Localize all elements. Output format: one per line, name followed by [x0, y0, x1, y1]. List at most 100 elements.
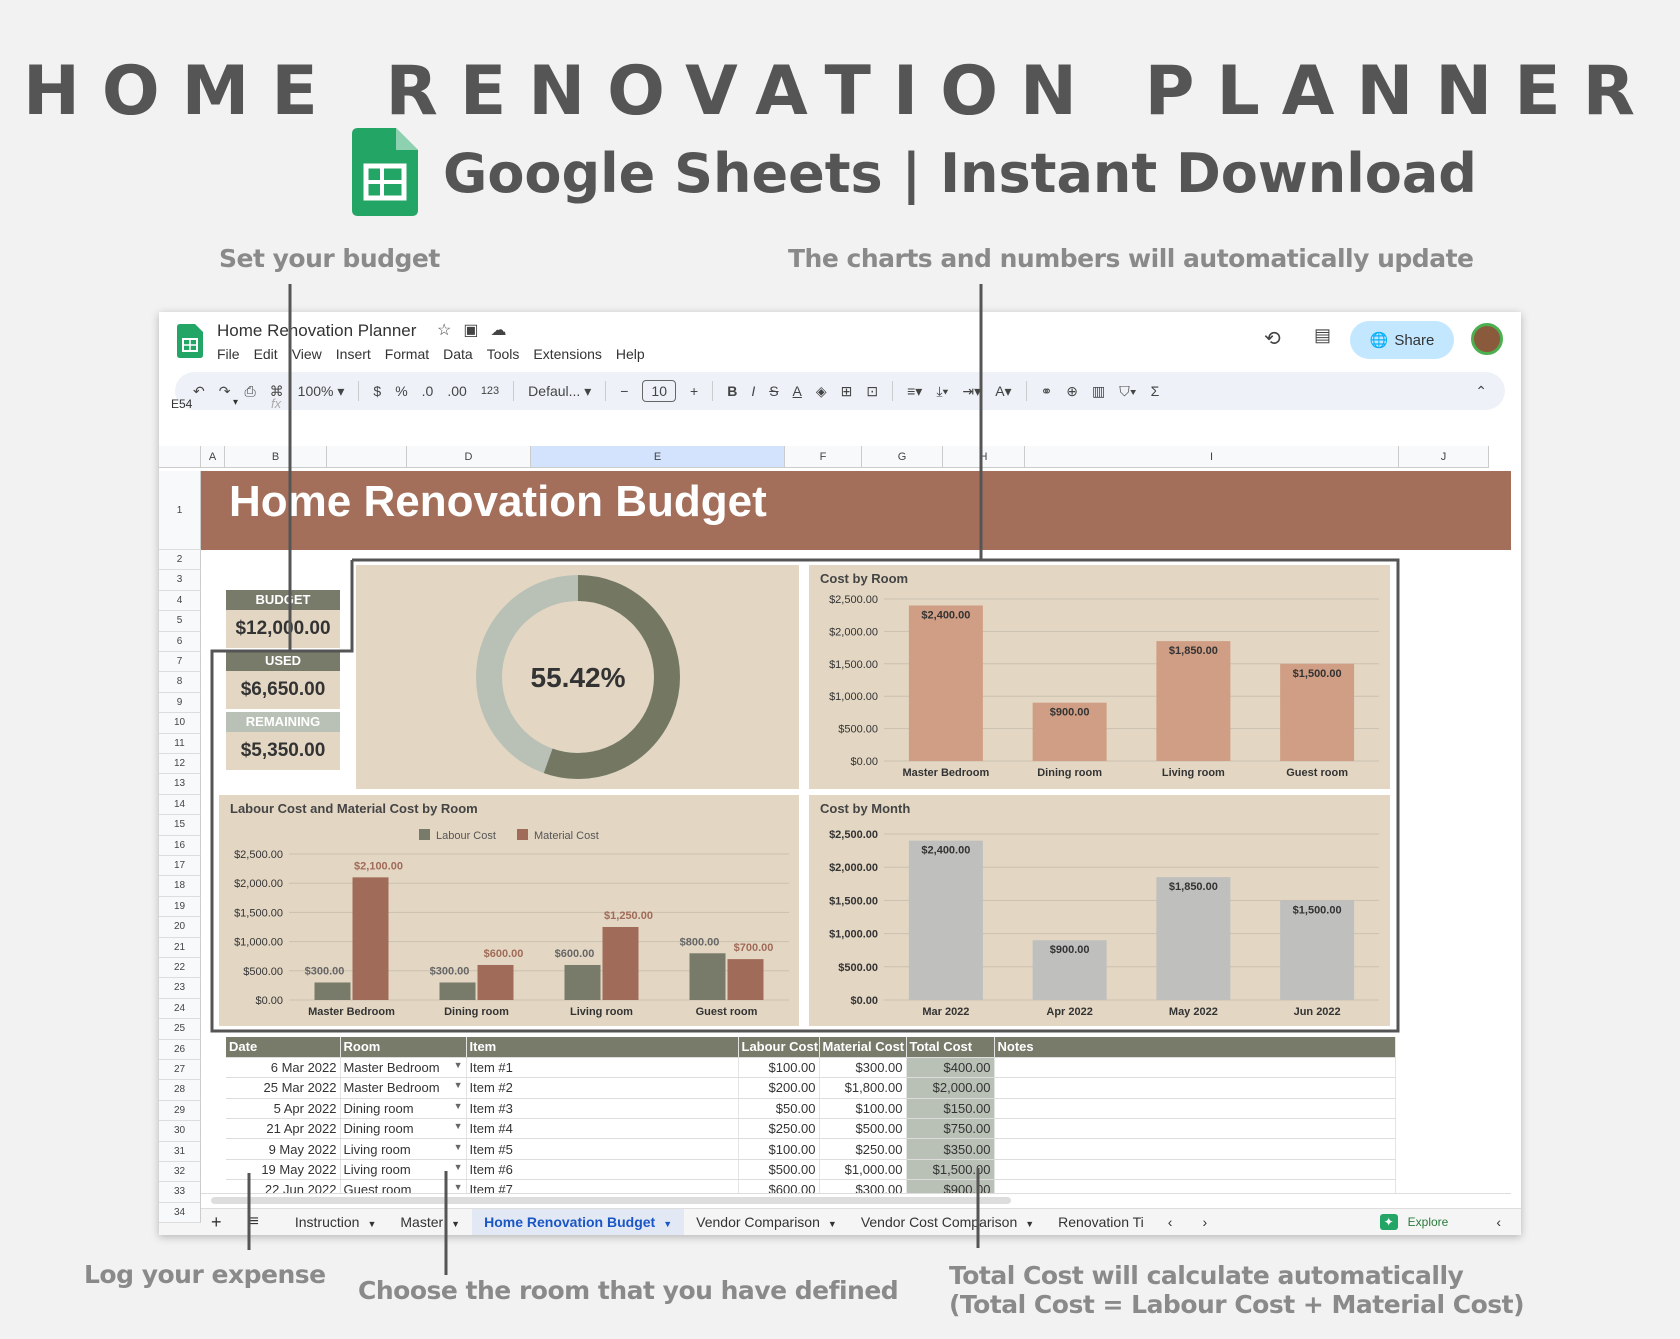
tabs-scroll-left-icon[interactable]: ‹: [1167, 1214, 1173, 1230]
increase-decimal-button[interactable]: .00: [447, 383, 467, 399]
labour-material-chart[interactable]: Labour Cost and Material Cost by Room $0.…: [219, 795, 799, 1026]
comment-icon[interactable]: ⊕: [1066, 382, 1079, 399]
row-header[interactable]: 3: [159, 570, 201, 591]
row-header[interactable]: 8: [159, 672, 201, 693]
table-cell[interactable]: $300.00: [819, 1057, 907, 1079]
row-header[interactable]: 11: [159, 733, 201, 754]
row-header[interactable]: 1: [159, 471, 201, 550]
collapse-toolbar-icon[interactable]: ⌃: [1475, 382, 1487, 399]
menu-data[interactable]: Data: [443, 346, 473, 362]
star-icon[interactable]: ☆: [437, 322, 464, 339]
room-dropdown-icon[interactable]: ▼: [453, 1141, 463, 1152]
column-header[interactable]: A: [201, 446, 225, 468]
table-cell[interactable]: 19 May 2022: [226, 1159, 341, 1181]
row-header[interactable]: 10: [159, 713, 201, 734]
column-header[interactable]: I: [1025, 446, 1399, 468]
row-header[interactable]: 27: [159, 1060, 201, 1081]
link-icon[interactable]: ⚭: [1040, 382, 1053, 399]
table-cell[interactable]: $1,000.00: [819, 1159, 907, 1181]
menu-tools[interactable]: Tools: [486, 346, 520, 362]
sheet-tab[interactable]: Renovation Ti: [1058, 1213, 1144, 1230]
cost-by-room-chart[interactable]: Cost by Room $0.00 $500.00 $1,000.00 $1,500.…: [809, 565, 1390, 789]
row-header[interactable]: 28: [159, 1080, 201, 1101]
donut-panel[interactable]: 55.42%: [356, 565, 799, 789]
decrease-decimal-button[interactable]: .0: [421, 383, 434, 399]
menu-edit[interactable]: Edit: [253, 346, 278, 362]
row-header[interactable]: 19: [159, 896, 201, 918]
column-header[interactable]: G: [862, 446, 943, 468]
row-header[interactable]: 5: [159, 611, 201, 632]
filter-icon[interactable]: ⛉▾: [1119, 382, 1137, 399]
row-header[interactable]: 22: [159, 958, 201, 979]
wrap-icon[interactable]: ⇥▾: [962, 382, 982, 399]
table-cell[interactable]: 5 Apr 2022: [226, 1098, 341, 1120]
explore-button[interactable]: ✦ Explore: [1379, 1214, 1448, 1230]
notes-cell[interactable]: [994, 1159, 1396, 1181]
print-icon[interactable]: ⎙: [244, 382, 256, 399]
column-header[interactable]: E: [531, 446, 785, 468]
row-header[interactable]: 24: [159, 998, 201, 1020]
row-header[interactable]: 13: [159, 774, 201, 795]
notes-cell[interactable]: [994, 1057, 1396, 1079]
table-cell[interactable]: 25 Mar 2022: [226, 1077, 341, 1099]
sheet-tab[interactable]: Master ▼: [400, 1213, 461, 1230]
tabs-scroll-right-icon[interactable]: ›: [1202, 1214, 1208, 1230]
name-box-dropdown-icon[interactable]: ▾: [233, 397, 239, 408]
valign-icon[interactable]: ⤓▾: [936, 382, 949, 399]
row-header[interactable]: 29: [159, 1100, 201, 1122]
decrease-font-size-icon[interactable]: −: [620, 383, 629, 399]
table-cell[interactable]: Master Bedroom ▼: [340, 1057, 467, 1079]
room-dropdown-icon[interactable]: ▼: [453, 1121, 463, 1132]
menu-help[interactable]: Help: [615, 346, 645, 362]
row-header[interactable]: 14: [159, 794, 201, 816]
row-header[interactable]: 6: [159, 631, 201, 652]
table-cell[interactable]: $750.00: [906, 1118, 995, 1140]
column-header[interactable]: B: [225, 446, 327, 468]
table-cell[interactable]: $50.00: [738, 1098, 820, 1120]
row-header[interactable]: 33: [159, 1182, 201, 1203]
sheet-banner[interactable]: Home Renovation Budget: [201, 471, 1511, 550]
menu-format[interactable]: Format: [384, 346, 430, 362]
room-dropdown-icon[interactable]: ▼: [453, 1182, 463, 1193]
room-dropdown-icon[interactable]: ▼: [453, 1100, 463, 1111]
row-header[interactable]: 2: [159, 550, 201, 571]
row-header[interactable]: 34: [159, 1202, 201, 1224]
row-header[interactable]: 16: [159, 835, 201, 856]
sheet-tab[interactable]: Vendor Cost Comparison ▼: [860, 1213, 1035, 1230]
fill-color-icon[interactable]: ◈: [815, 382, 827, 399]
strikethrough-icon[interactable]: S: [769, 383, 779, 399]
room-dropdown-icon[interactable]: ▼: [453, 1162, 463, 1173]
row-header[interactable]: 25: [159, 1019, 201, 1040]
cloud-status-icon[interactable]: ☁: [490, 322, 519, 339]
doc-title[interactable]: Home Renovation Planner: [217, 321, 417, 340]
row-header[interactable]: 18: [159, 876, 201, 897]
table-cell[interactable]: $1,500.00: [906, 1159, 995, 1181]
table-cell[interactable]: 6 Mar 2022: [226, 1057, 341, 1079]
menu-extensions[interactable]: Extensions: [533, 346, 602, 362]
font-select[interactable]: Defaul... ▾: [528, 382, 592, 399]
redo-icon[interactable]: ↷: [218, 382, 231, 399]
column-header[interactable]: [327, 446, 407, 468]
cost-by-month-chart[interactable]: Cost by Month $0.00 $500.00 $1,000.00 $1,500…: [809, 795, 1390, 1026]
room-dropdown-icon[interactable]: ▼: [453, 1080, 463, 1091]
table-cell[interactable]: Item #1: [466, 1057, 739, 1079]
move-folder-icon[interactable]: ▣: [463, 322, 491, 339]
table-cell[interactable]: $100.00: [738, 1057, 820, 1079]
notes-cell[interactable]: [994, 1118, 1396, 1140]
row-header[interactable]: 15: [159, 815, 201, 836]
row-header[interactable]: 7: [159, 652, 201, 673]
row-header[interactable]: 23: [159, 978, 201, 999]
table-cell[interactable]: Item #6: [466, 1159, 739, 1181]
sheets-home-icon[interactable]: [177, 324, 203, 358]
table-cell[interactable]: $250.00: [738, 1118, 820, 1140]
undo-icon[interactable]: ↶: [193, 382, 205, 399]
add-sheet-icon[interactable]: +: [211, 1211, 222, 1232]
functions-icon[interactable]: Σ: [1150, 383, 1160, 399]
rotate-icon[interactable]: A▾: [995, 382, 1012, 399]
table-cell[interactable]: $150.00: [906, 1098, 995, 1120]
table-cell[interactable]: Dining room ▼: [340, 1118, 467, 1140]
table-cell[interactable]: $350.00: [906, 1138, 995, 1160]
table-cell[interactable]: $200.00: [738, 1077, 820, 1099]
chart-icon[interactable]: ▥: [1092, 382, 1106, 399]
share-button[interactable]: 🌐 Share: [1350, 321, 1454, 359]
